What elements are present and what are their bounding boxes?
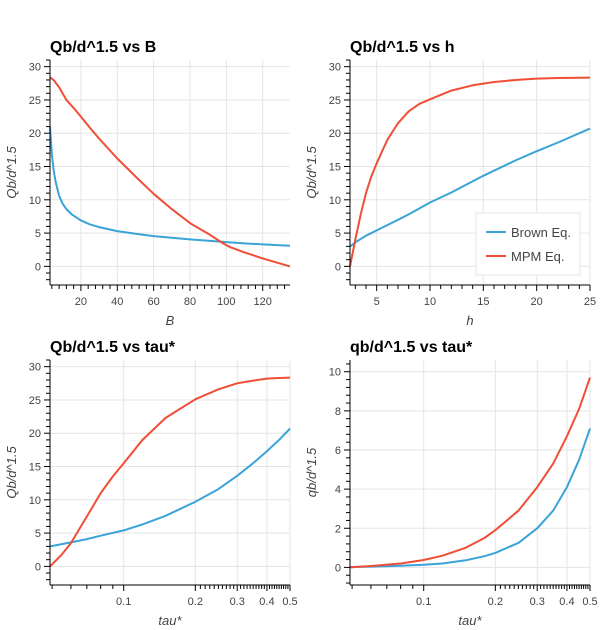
x-tick-label: 0.5 <box>282 596 297 608</box>
chart-svg: qb/d^1.5 vs tau* 0 2 4 6 8 10 0.1 0.2 0.3 0.4 0.5 ta… <box>304 339 598 628</box>
grid <box>350 360 591 585</box>
x-tick-label: 0.3 <box>230 596 245 608</box>
y-tick-label: 10 <box>329 195 341 207</box>
x-tick-label: 60 <box>148 296 160 308</box>
y-tick-label: 5 <box>35 528 41 540</box>
y-tick-label: 8 <box>335 406 341 418</box>
y-tick-label: 6 <box>335 445 341 457</box>
x-tick-label: 120 <box>254 296 272 308</box>
y-tick-label: 10 <box>29 195 41 207</box>
chart-svg: Qb/d^1.5 vs tau* 0 5 10 15 20 25 30 0.1 0.2 0.3 0.4… <box>4 339 298 628</box>
chart-svg: Qb/d^1.5 vs h 0 5 10 15 20 25 30 5 10 15 20 25 h Qb/d^… <box>304 39 596 328</box>
y-tick-label: 30 <box>29 362 41 374</box>
y-tick-label: 30 <box>329 62 341 74</box>
chart-panel-qb-vs-b: Qb/d^1.5 vs B 0 5 10 15 20 25 30 20 40 60 80 100 120 B… <box>0 30 300 330</box>
y-tick-label: 0 <box>335 261 341 273</box>
chart-title: Qb/d^1.5 vs B <box>50 39 156 56</box>
y-axis-label: Qb/d^1.5 <box>4 146 19 199</box>
x-axis-label: B <box>166 313 175 328</box>
x-tick-label: 20 <box>531 296 543 308</box>
y-tick-label: 15 <box>329 162 341 174</box>
y-axis-label: qb/d^1.5 <box>304 447 319 497</box>
x-tick-label: 0.1 <box>116 596 131 608</box>
y-tick-label: 0 <box>35 561 41 573</box>
x-tick-label: 0.4 <box>559 596 574 608</box>
series-line-mpm <box>49 76 291 268</box>
x-tick-label: 15 <box>477 296 489 308</box>
series-line-mpm <box>349 377 591 569</box>
y-tick-label: 10 <box>329 367 341 379</box>
x-tick-label: 40 <box>111 296 123 308</box>
x-tick-label: 5 <box>374 296 380 308</box>
series-line-brown <box>349 127 591 248</box>
y-tick-label: 2 <box>335 523 341 535</box>
x-tick-label: 0.4 <box>259 596 274 608</box>
x-axis-label: tau* <box>158 613 182 628</box>
y-axis-label: Qb/d^1.5 <box>304 146 319 199</box>
y-tick-label: 30 <box>29 62 41 74</box>
x-tick-label: 0.3 <box>530 596 545 608</box>
y-tick-label: 0 <box>335 562 341 574</box>
y-tick-label: 25 <box>329 95 341 107</box>
y-axis-label: Qb/d^1.5 <box>4 446 19 499</box>
y-tick-label: 15 <box>29 462 41 474</box>
chart-title: Qb/d^1.5 vs tau* <box>50 339 176 356</box>
chart-svg: Qb/d^1.5 vs B 0 5 10 15 20 25 30 20 40 60 80 100 120 B… <box>4 39 291 328</box>
series-line-mpm <box>49 376 291 568</box>
grid <box>50 60 290 285</box>
series-line-brown <box>349 428 591 568</box>
chart-panel-qb-vs-tau: Qb/d^1.5 vs tau* 0 5 10 15 20 25 30 0.1 0.2 0.3 0.4… <box>0 330 300 630</box>
x-tick-label: 10 <box>424 296 436 308</box>
x-tick-label: 0.1 <box>416 596 431 608</box>
x-axis-label: h <box>466 313 473 328</box>
grid <box>50 360 291 585</box>
y-tick-label: 20 <box>329 128 341 140</box>
y-tick-label: 20 <box>29 128 41 140</box>
y-tick-label: 25 <box>29 95 41 107</box>
series-line-brown <box>49 126 291 247</box>
y-tick-label: 25 <box>29 395 41 407</box>
x-axis-label: tau* <box>458 613 482 628</box>
series-line-brown <box>49 427 291 548</box>
y-tick-label: 5 <box>35 228 41 240</box>
y-tick-label: 0 <box>35 261 41 273</box>
x-tick-label: 0.2 <box>188 596 203 608</box>
chart-title: qb/d^1.5 vs tau* <box>350 339 473 356</box>
legend-label: Brown Eq. <box>511 225 571 240</box>
x-tick-label: 25 <box>584 296 596 308</box>
x-tick-label: 100 <box>217 296 235 308</box>
chart-title: Qb/d^1.5 vs h <box>350 39 454 56</box>
x-tick-label: 0.5 <box>582 596 597 608</box>
y-tick-label: 4 <box>335 484 341 496</box>
y-tick-label: 20 <box>29 428 41 440</box>
y-tick-label: 10 <box>29 495 41 507</box>
y-tick-label: 5 <box>335 228 341 240</box>
x-tick-label: 0.2 <box>488 596 503 608</box>
x-tick-label: 80 <box>184 296 196 308</box>
chart-panel-qb-vs-h: Qb/d^1.5 vs h 0 5 10 15 20 25 30 5 10 15 20 25 h Qb/d^… <box>300 30 600 330</box>
chart-panel-qb-unit-vs-tau: qb/d^1.5 vs tau* 0 2 4 6 8 10 0.1 0.2 0.3 0.4 0.5 ta… <box>300 330 600 630</box>
series-line-mpm <box>349 76 591 267</box>
legend: Brown Eq. MPM Eq. <box>475 212 581 276</box>
legend-label: MPM Eq. <box>511 249 564 264</box>
y-tick-label: 15 <box>29 162 41 174</box>
x-tick-label: 20 <box>75 296 87 308</box>
legend-box <box>475 212 581 276</box>
